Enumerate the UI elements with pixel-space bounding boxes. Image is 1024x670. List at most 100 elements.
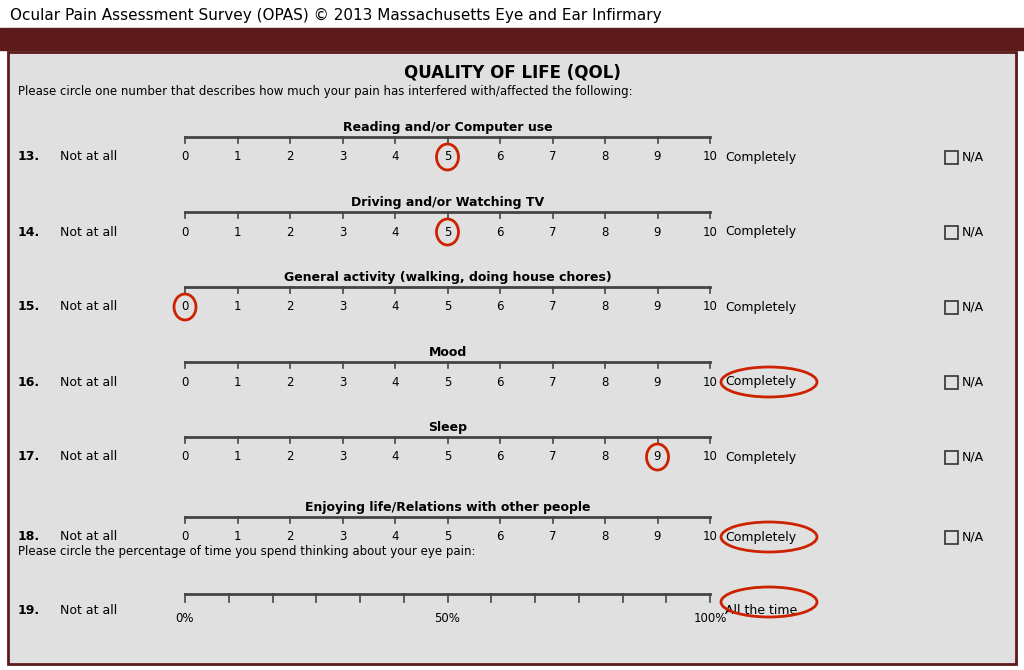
Text: 8: 8: [601, 226, 608, 239]
Text: 8: 8: [601, 375, 608, 389]
Text: N/A: N/A: [962, 375, 984, 389]
Text: Not at all: Not at all: [60, 151, 118, 163]
Text: Mood: Mood: [428, 346, 467, 359]
Text: 10: 10: [702, 226, 718, 239]
Text: 7: 7: [549, 226, 556, 239]
Text: 0: 0: [181, 151, 188, 163]
Text: 9: 9: [653, 375, 662, 389]
Text: 3: 3: [339, 531, 346, 543]
Text: 0: 0: [181, 531, 188, 543]
Bar: [0, 28, 1024, 50]
Text: 9: 9: [653, 151, 662, 163]
Text: 9: 9: [653, 531, 662, 543]
Text: 0: 0: [181, 375, 188, 389]
Bar: [945, 226, 958, 239]
Text: Ocular Pain Assessment Survey (OPAS) © 2013 Massachusetts Eye and Ear Infirmary: Ocular Pain Assessment Survey (OPAS) © 2…: [10, 7, 662, 23]
Text: 13.: 13.: [18, 151, 40, 163]
Text: 2: 2: [287, 151, 294, 163]
Text: N/A: N/A: [962, 151, 984, 163]
Text: 1: 1: [233, 450, 242, 464]
Text: 6: 6: [497, 151, 504, 163]
Text: 3: 3: [339, 450, 346, 464]
Text: Completely: Completely: [725, 151, 796, 163]
Text: 4: 4: [391, 226, 398, 239]
Text: Completely: Completely: [725, 531, 796, 543]
Text: 2: 2: [287, 226, 294, 239]
Text: Not at all: Not at all: [60, 301, 118, 314]
Text: All the time: All the time: [725, 604, 798, 616]
Text: Completely: Completely: [725, 301, 796, 314]
Text: 10: 10: [702, 301, 718, 314]
Text: Driving and/or Watching TV: Driving and/or Watching TV: [351, 196, 544, 209]
Text: 5: 5: [443, 531, 452, 543]
Text: 9: 9: [653, 450, 662, 464]
Text: 1: 1: [233, 151, 242, 163]
Text: N/A: N/A: [962, 301, 984, 314]
Text: Completely: Completely: [725, 226, 796, 239]
Text: QUALITY OF LIFE (QOL): QUALITY OF LIFE (QOL): [403, 63, 621, 81]
Text: 3: 3: [339, 375, 346, 389]
Text: Not at all: Not at all: [60, 531, 118, 543]
Text: 3: 3: [339, 301, 346, 314]
Text: 8: 8: [601, 531, 608, 543]
Text: 8: 8: [601, 301, 608, 314]
Text: 14.: 14.: [18, 226, 40, 239]
Text: 7: 7: [549, 151, 556, 163]
Text: Not at all: Not at all: [60, 604, 118, 616]
Text: N/A: N/A: [962, 450, 984, 464]
Text: 50%: 50%: [434, 612, 461, 625]
Text: 4: 4: [391, 450, 398, 464]
Text: Reading and/or Computer use: Reading and/or Computer use: [343, 121, 552, 134]
Text: 6: 6: [497, 375, 504, 389]
Text: 2: 2: [287, 450, 294, 464]
Text: General activity (walking, doing house chores): General activity (walking, doing house c…: [284, 271, 611, 284]
Text: 1: 1: [233, 301, 242, 314]
Text: 10: 10: [702, 531, 718, 543]
Text: 100%: 100%: [693, 612, 727, 625]
Text: 1: 1: [233, 375, 242, 389]
Text: 7: 7: [549, 450, 556, 464]
Text: N/A: N/A: [962, 226, 984, 239]
Text: 9: 9: [653, 301, 662, 314]
Text: Sleep: Sleep: [428, 421, 467, 434]
Text: 4: 4: [391, 151, 398, 163]
Text: 2: 2: [287, 301, 294, 314]
Text: 4: 4: [391, 301, 398, 314]
Text: 5: 5: [443, 301, 452, 314]
Text: Please circle one number that describes how much your pain has interfered with/a: Please circle one number that describes …: [18, 86, 633, 98]
Text: 6: 6: [497, 450, 504, 464]
Text: Not at all: Not at all: [60, 375, 118, 389]
Text: 5: 5: [443, 226, 452, 239]
Bar: [945, 151, 958, 163]
Text: 16.: 16.: [18, 375, 40, 389]
Text: Not at all: Not at all: [60, 226, 118, 239]
Bar: [945, 301, 958, 314]
Text: Please circle the percentage of time you spend thinking about your eye pain:: Please circle the percentage of time you…: [18, 545, 475, 559]
Text: 6: 6: [497, 531, 504, 543]
Bar: [945, 450, 958, 464]
Text: 6: 6: [497, 301, 504, 314]
Text: Enjoying life/Relations with other people: Enjoying life/Relations with other peopl…: [305, 501, 590, 514]
Text: 9: 9: [653, 226, 662, 239]
Text: 7: 7: [549, 375, 556, 389]
Text: 15.: 15.: [18, 301, 40, 314]
Text: 7: 7: [549, 531, 556, 543]
Text: 0: 0: [181, 226, 188, 239]
Text: 1: 1: [233, 531, 242, 543]
Bar: [945, 531, 958, 543]
Text: 5: 5: [443, 450, 452, 464]
Text: 10: 10: [702, 450, 718, 464]
Text: 3: 3: [339, 151, 346, 163]
Text: 8: 8: [601, 450, 608, 464]
Text: 19.: 19.: [18, 604, 40, 616]
Text: 0: 0: [181, 301, 188, 314]
Text: Completely: Completely: [725, 375, 796, 389]
Text: 0: 0: [181, 450, 188, 464]
Text: Completely: Completely: [725, 450, 796, 464]
Text: 5: 5: [443, 151, 452, 163]
Text: 5: 5: [443, 375, 452, 389]
Text: 1: 1: [233, 226, 242, 239]
Bar: [945, 375, 958, 389]
Text: 3: 3: [339, 226, 346, 239]
Text: 2: 2: [287, 531, 294, 543]
